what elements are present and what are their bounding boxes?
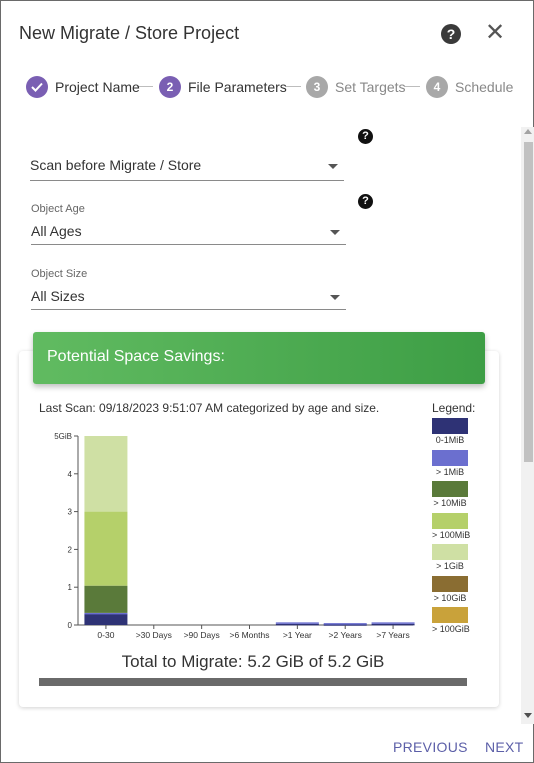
legend-label: > 10MiB	[433, 498, 467, 508]
legend-label: 0-1MiB	[435, 435, 465, 445]
step-label: Set Targets	[335, 79, 406, 95]
chevron-down-icon	[330, 230, 340, 235]
scroll-up-icon[interactable]	[524, 129, 532, 134]
step-connector	[137, 86, 153, 87]
legend-swatch	[432, 607, 468, 623]
bar-segment	[84, 585, 128, 613]
last-scan-text: Last Scan: 09/18/2023 9:51:07 AM categor…	[39, 401, 380, 415]
stepper: Project Name 2 File Parameters 3 Set Tar…	[26, 75, 516, 99]
legend-swatch	[432, 418, 468, 434]
object-size-value: All Sizes	[31, 288, 85, 304]
bar-segment	[84, 612, 128, 615]
x-tick-label: >6 Months	[230, 630, 270, 640]
dialog-title: New Migrate / Store Project	[19, 23, 240, 43]
bar-segment	[84, 436, 128, 512]
scroll-down-icon[interactable]	[524, 713, 532, 718]
y-tick-label: 5GiB	[54, 432, 72, 441]
close-icon[interactable]: ✕	[485, 19, 506, 46]
chevron-down-icon	[330, 295, 340, 300]
legend-item: > 100MiB	[432, 512, 471, 540]
x-tick-label: >7 Years	[376, 630, 409, 640]
step-set-targets[interactable]: 3 Set Targets	[306, 75, 406, 99]
step-number: 3	[306, 76, 328, 98]
object-age-select[interactable]: Object Age All Ages	[31, 201, 346, 245]
object-size-select[interactable]: Object Size All Sizes	[31, 266, 346, 310]
legend-item: > 10GiB	[432, 575, 468, 603]
legend-swatch	[432, 481, 468, 497]
help-icon[interactable]: ?	[358, 129, 373, 144]
help-icon[interactable]: ?	[441, 24, 461, 44]
legend-label: > 100GiB	[432, 624, 470, 634]
legend-swatch	[432, 512, 468, 529]
step-schedule[interactable]: 4 Schedule	[426, 75, 513, 99]
step-number: 4	[426, 76, 448, 98]
object-age-value: All Ages	[31, 223, 82, 239]
scroll-thumb[interactable]	[524, 142, 533, 462]
x-tick-label: >90 Days	[184, 630, 220, 640]
legend-item: > 10MiB	[432, 481, 468, 508]
bar-segment	[323, 623, 367, 625]
total-to-migrate: Total to Migrate: 5.2 GiB of 5.2 GiB	[121, 652, 385, 671]
stacked-bar-chart: 0 1 2 3 4 5GiB 0-30 >30 Days >90 Days >6 Months >1…	[54, 432, 415, 640]
savings-banner: Potential Space Savings:	[33, 332, 485, 384]
step-label: Schedule	[455, 79, 514, 95]
legend-label: > 10GiB	[433, 592, 467, 603]
legend-item: > 100GiB	[432, 607, 470, 634]
total-progress-bar	[39, 678, 467, 686]
step-project-name[interactable]: Project Name	[26, 75, 140, 99]
legend-swatch	[432, 575, 468, 592]
legend-swatch	[432, 544, 468, 560]
legend-item: > 1MiB	[432, 449, 468, 477]
check-icon	[26, 76, 48, 98]
bar-segment	[84, 613, 128, 625]
y-tick-label: 2	[68, 545, 73, 554]
legend-item: 0-1MiB	[432, 418, 468, 445]
bar-segment	[84, 511, 128, 586]
bar-segment	[323, 624, 367, 626]
scan-select[interactable]: Scan before Migrate / Store	[30, 151, 344, 181]
legend-label: > 100MiB	[432, 529, 471, 540]
scrollbar[interactable]	[521, 127, 534, 724]
object-size-label: Object Size	[31, 268, 88, 280]
savings-banner-title: Potential Space Savings:	[47, 348, 225, 365]
step-label: File Parameters	[188, 79, 287, 95]
bar-segment	[371, 623, 415, 626]
legend-title: Legend:	[432, 401, 476, 415]
chevron-down-icon	[328, 164, 338, 169]
bar-segment	[371, 622, 415, 624]
step-number: 2	[159, 76, 181, 98]
legend-item: > 1GiB	[432, 544, 468, 571]
x-tick-label: >1 Year	[283, 630, 312, 640]
y-tick-label: 4	[68, 470, 73, 479]
previous-button[interactable]: PREVIOUS	[393, 739, 468, 755]
step-label: Project Name	[55, 79, 140, 95]
step-file-parameters[interactable]: 2 File Parameters	[159, 75, 287, 99]
legend-label: > 1GiB	[436, 561, 464, 571]
step-connector	[404, 86, 420, 87]
y-tick-label: 0	[68, 621, 73, 630]
legend-label: > 1MiB	[435, 466, 465, 477]
help-icon[interactable]: ?	[358, 194, 373, 209]
y-tick-label: 3	[68, 508, 73, 517]
object-age-label: Object Age	[31, 203, 85, 215]
scan-select-value: Scan before Migrate / Store	[30, 157, 202, 173]
x-tick-label: >2 Years	[329, 630, 362, 640]
step-connector	[285, 86, 301, 87]
bar-segment	[275, 623, 319, 626]
legend-swatch	[432, 449, 468, 466]
y-tick-label: 1	[68, 583, 73, 592]
x-tick-label: >30 Days	[136, 630, 172, 640]
next-button[interactable]: NEXT	[485, 739, 524, 755]
x-tick-label: 0-30	[97, 630, 114, 640]
bar-segment	[275, 622, 319, 624]
